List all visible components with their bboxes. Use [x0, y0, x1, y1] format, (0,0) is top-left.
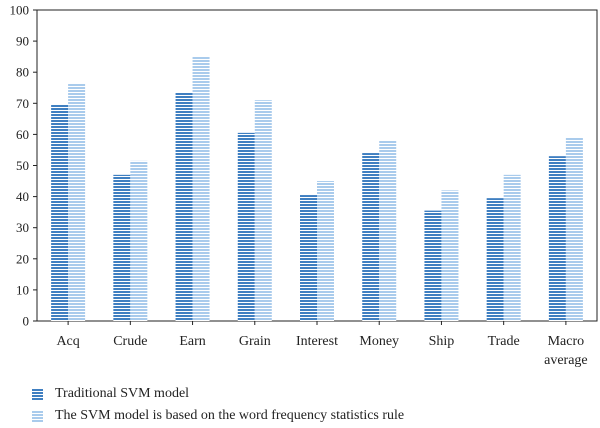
x-tick-label: Grain	[239, 334, 271, 349]
x-tick-label: Trade	[488, 334, 520, 349]
y-axis: 0 10 20 30 40 50 60 70 80 90 100	[10, 3, 37, 329]
legend: Traditional SVM model The SVM model is b…	[32, 384, 404, 428]
y-tick-label: 0	[23, 314, 30, 329]
bars-group	[51, 56, 583, 322]
y-tick-label: 80	[16, 65, 29, 80]
bar-word-frequency-svm	[379, 140, 397, 321]
y-tick-label: 60	[16, 127, 29, 142]
y-tick-label: 30	[16, 220, 29, 235]
y-tick-label: 40	[16, 189, 29, 204]
x-tick-label: Macro average	[544, 334, 588, 368]
legend-label-word-frequency-svm: The SVM model is based on the word frequ…	[55, 408, 405, 423]
x-tick-label: Interest	[296, 334, 338, 349]
bar-traditional-svm	[51, 104, 69, 321]
bar-traditional-svm	[548, 156, 566, 321]
legend-item-traditional-svm: Traditional SVM model	[32, 384, 404, 404]
y-tick-label: 70	[16, 96, 29, 111]
y-tick-label: 20	[16, 251, 29, 266]
legend-swatch-traditional-svm	[32, 388, 43, 400]
bar-traditional-svm	[175, 92, 193, 321]
y-tick-label: 50	[16, 158, 29, 173]
x-tick-label: Ship	[429, 334, 455, 349]
legend-label-traditional-svm: Traditional SVM model	[55, 386, 190, 401]
bar-word-frequency-svm	[254, 100, 272, 321]
bar-traditional-svm	[362, 153, 380, 321]
legend-swatch-word-frequency-svm	[32, 410, 43, 422]
bar-chart: 0 10 20 30 40 50 60 70 80 90 100 Acq Crude Earn Grain…	[10, 3, 598, 368]
x-tick-label: Acq	[56, 334, 79, 349]
y-tick-label: 90	[16, 34, 29, 49]
bar-traditional-svm	[300, 195, 317, 321]
bar-word-frequency-svm	[130, 160, 148, 321]
bar-word-frequency-svm	[441, 190, 459, 321]
bar-word-frequency-svm	[565, 137, 583, 321]
legend-item-word-frequency-svm: The SVM model is based on the word frequ…	[32, 406, 404, 426]
bar-traditional-svm	[486, 198, 504, 321]
y-tick-label: 10	[16, 282, 29, 297]
y-tick-label: 100	[10, 3, 30, 18]
x-tick-label: Crude	[113, 334, 147, 349]
x-tick-label: Money	[359, 334, 399, 349]
bar-word-frequency-svm	[503, 174, 521, 321]
bar-traditional-svm	[424, 210, 442, 321]
bar-traditional-svm	[237, 132, 255, 321]
bar-traditional-svm	[113, 174, 131, 321]
bar-word-frequency-svm	[68, 83, 86, 322]
bar-word-frequency-svm	[317, 181, 334, 321]
x-tick-label: Earn	[179, 334, 205, 349]
bar-word-frequency-svm	[192, 56, 210, 322]
x-axis: Acq Crude Earn Grain Interest Money Ship Trade M…	[56, 321, 588, 368]
